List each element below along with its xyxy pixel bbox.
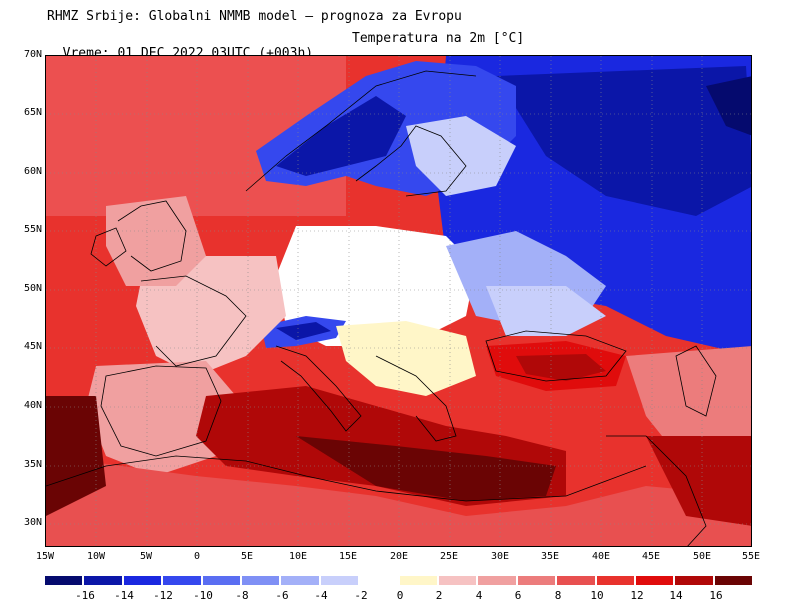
legend-swatch xyxy=(202,576,240,585)
chart-title: RHMZ Srbije: Globalni NMMB model – progn… xyxy=(47,9,462,24)
atlantic-southwest-hot-zone xyxy=(46,396,106,516)
color-legend xyxy=(45,576,755,586)
parameter-label: Temperatura na 2m [°C] xyxy=(352,31,525,46)
legend-label: -10 xyxy=(193,589,213,602)
north-africa-coastline xyxy=(46,455,647,502)
lon-label: 55E xyxy=(741,551,761,562)
norway-coastline xyxy=(245,70,477,192)
russia-very-cold-zone xyxy=(496,66,751,216)
legend-label: 6 xyxy=(514,589,522,602)
legend-swatch xyxy=(360,576,398,585)
arabia-hot-zone xyxy=(646,436,751,526)
legend-label: 10 xyxy=(590,589,604,602)
lat-label: 45N xyxy=(23,341,42,352)
legend-swatch xyxy=(45,576,83,585)
legend-label: -6 xyxy=(275,589,289,602)
legend-swatch xyxy=(320,576,359,585)
germany-poland-zone xyxy=(316,236,446,316)
lat-label: 70N xyxy=(23,49,42,60)
lat-label: 40N xyxy=(23,400,42,411)
ural-extreme-cold-zone xyxy=(706,76,751,136)
legend-label: 8 xyxy=(554,589,562,602)
legend-swatch xyxy=(675,576,713,585)
black-sea-coastline xyxy=(485,330,627,382)
caspian-coastline xyxy=(675,345,717,417)
legend-swatch xyxy=(557,576,595,585)
lon-label: 40E xyxy=(591,551,611,562)
lon-label: 5E xyxy=(240,551,254,562)
lon-label: 30E xyxy=(490,551,510,562)
lon-label: 10W xyxy=(86,551,106,562)
lat-label: 30N xyxy=(23,517,42,528)
great-britain-coastline xyxy=(117,200,187,272)
balkans-coastline xyxy=(375,355,457,442)
lat-label: 35N xyxy=(23,459,42,470)
legend-swatch xyxy=(596,576,634,585)
legend-swatch xyxy=(84,576,122,585)
lon-label: 25E xyxy=(439,551,459,562)
legend-swatch xyxy=(163,576,201,585)
lat-label: 65N xyxy=(23,107,42,118)
coastlines xyxy=(46,70,717,546)
legend-label: -2 xyxy=(354,589,368,602)
legend-label: 0 xyxy=(396,589,404,602)
legend-swatch xyxy=(281,576,319,585)
north-africa-zone xyxy=(46,456,751,546)
libya-egypt-coast-zone xyxy=(296,436,556,501)
lon-label: 15W xyxy=(35,551,55,562)
legend-label: -16 xyxy=(75,589,95,602)
lon-label: 45E xyxy=(641,551,661,562)
ukraine-south-zone xyxy=(486,286,606,336)
legend-label: 14 xyxy=(669,589,683,602)
legend-label: -12 xyxy=(153,589,173,602)
legend-swatch xyxy=(242,576,280,585)
legend-label: -4 xyxy=(314,589,328,602)
france-coastline xyxy=(140,275,247,367)
black-sea-core-zone xyxy=(516,354,606,381)
legend-swatch xyxy=(399,576,437,585)
lon-label: 15E xyxy=(338,551,358,562)
british-isles-zone xyxy=(106,196,206,286)
finland-pale-zone xyxy=(406,116,516,196)
iberia-zone xyxy=(86,361,236,476)
iberia-coastline xyxy=(100,365,222,457)
sweden-coastline xyxy=(355,125,467,197)
lon-label: 5W xyxy=(139,551,153,562)
legend-swatch xyxy=(714,576,753,585)
alps-core-zone xyxy=(276,322,331,340)
red-sea-coastline xyxy=(606,435,707,546)
temperature-map xyxy=(45,55,752,547)
legend-swatch xyxy=(636,576,674,585)
norway-very-cold-zone xyxy=(276,96,406,176)
legend-label: 16 xyxy=(709,589,723,602)
lat-label: 60N xyxy=(23,166,42,177)
legend-label: 2 xyxy=(435,589,443,602)
lat-label: 55N xyxy=(23,224,42,235)
legend-label: 4 xyxy=(475,589,483,602)
lon-label: 35E xyxy=(540,551,560,562)
legend-swatch xyxy=(517,576,556,585)
map-canvas xyxy=(46,56,751,546)
lon-label: 20E xyxy=(389,551,409,562)
legend-swatch xyxy=(123,576,162,585)
lon-label: 0 xyxy=(193,551,201,562)
legend-label: 12 xyxy=(630,589,644,602)
ireland-coastline xyxy=(90,227,127,267)
legend-swatch xyxy=(478,576,516,585)
lat-label: 50N xyxy=(23,283,42,294)
lon-label: 50E xyxy=(692,551,712,562)
lon-label: 10E xyxy=(288,551,308,562)
legend-swatch xyxy=(439,576,477,585)
balkans-mild-zone xyxy=(336,321,476,396)
legend-label: -14 xyxy=(114,589,134,602)
italy-coastline xyxy=(275,345,362,432)
legend-label: -8 xyxy=(235,589,249,602)
